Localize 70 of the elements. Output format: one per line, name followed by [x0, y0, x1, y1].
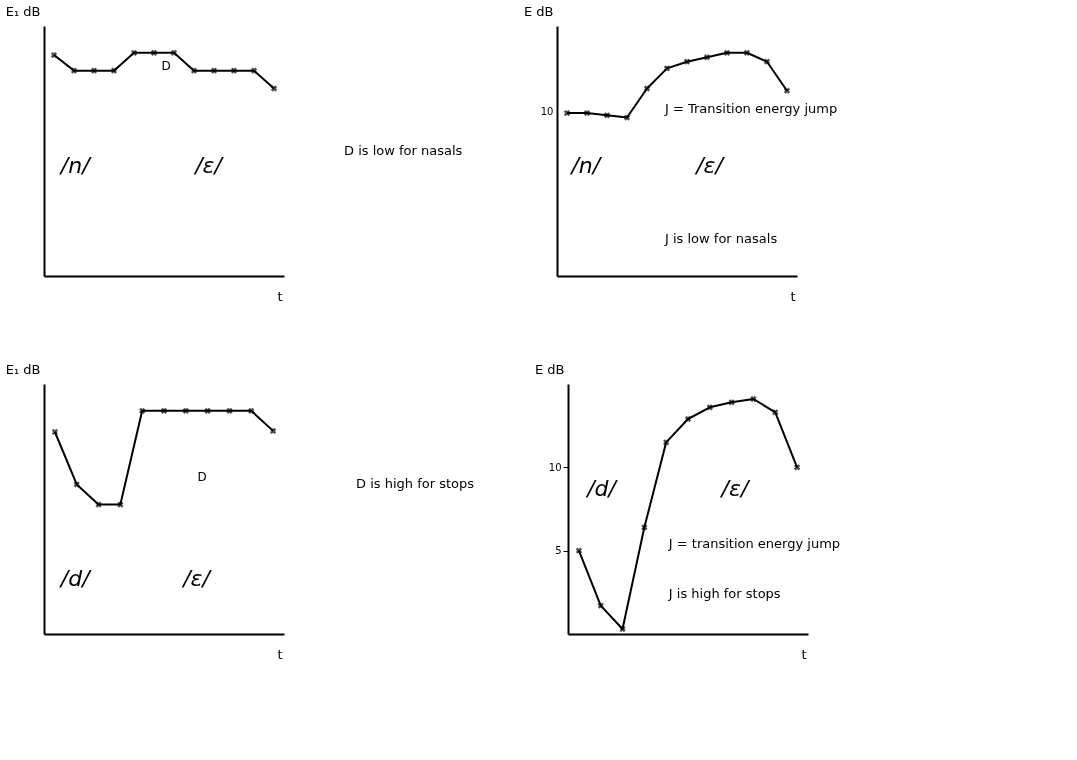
point: [210, 67, 218, 74]
point: [643, 85, 651, 92]
point: [160, 407, 168, 414]
x-axis-title: t: [790, 288, 796, 304]
point: [110, 67, 118, 74]
annotation: /n/: [569, 153, 603, 178]
point: [250, 67, 258, 74]
annotation: /n/: [58, 153, 93, 178]
point: [750, 395, 757, 403]
point: [663, 65, 671, 72]
text: D is low for nasals: [344, 143, 463, 158]
point: [150, 49, 158, 56]
point: [182, 407, 189, 414]
text: 10: [540, 106, 554, 118]
point: [190, 67, 198, 74]
y-axis-title: E dB: [523, 3, 554, 19]
point: [772, 409, 779, 416]
point: [139, 407, 146, 414]
annotation: /ε/: [719, 476, 751, 501]
point: [641, 524, 648, 531]
annotation: J is high for stops: [667, 586, 781, 601]
point: [90, 67, 98, 74]
y-axis-title: E dB: [534, 361, 565, 377]
point: [663, 439, 670, 446]
point: [723, 49, 731, 56]
point: [269, 427, 277, 435]
annotation: J = transition energy jump: [667, 536, 841, 551]
point: [50, 51, 58, 59]
point: [703, 54, 711, 61]
annotation: J is low for nasals: [664, 230, 778, 246]
point: [270, 85, 278, 92]
annotation: J = Transition energy jump: [664, 100, 838, 116]
text: D is high for stops: [356, 476, 475, 491]
point: [583, 109, 591, 117]
point: [130, 49, 138, 56]
y-axis-title: E₁ dB: [5, 361, 41, 377]
point: [623, 114, 631, 121]
point: [204, 407, 211, 414]
point: [575, 547, 583, 554]
point: [170, 49, 178, 56]
point: [743, 49, 751, 56]
x-axis-title: t: [277, 288, 283, 304]
y-tick-label: 5: [555, 545, 562, 557]
annotation: /d/: [585, 476, 619, 501]
point: [728, 399, 735, 406]
point: [706, 404, 713, 411]
point: [619, 625, 626, 633]
annotation: D: [197, 469, 207, 484]
point: [597, 602, 604, 609]
point: [763, 58, 771, 65]
point: [563, 109, 571, 117]
point: [603, 112, 611, 119]
point: [51, 428, 59, 436]
point: [793, 464, 801, 471]
x-axis-title: t: [801, 646, 807, 662]
annotation: /ε/: [181, 566, 213, 591]
point: [248, 407, 255, 414]
annotation: /ε/: [193, 153, 225, 178]
point: [683, 58, 691, 65]
annotation: /ε/: [694, 153, 726, 178]
point: [783, 87, 791, 94]
point: [684, 415, 692, 423]
point: [230, 67, 238, 74]
annotation: /d/: [58, 566, 93, 591]
annotation: D: [161, 59, 171, 73]
y-axis-title: E₁ dB: [5, 3, 41, 19]
point: [73, 481, 80, 488]
x-axis-title: t: [277, 646, 283, 662]
point: [226, 407, 233, 414]
point: [70, 67, 78, 74]
